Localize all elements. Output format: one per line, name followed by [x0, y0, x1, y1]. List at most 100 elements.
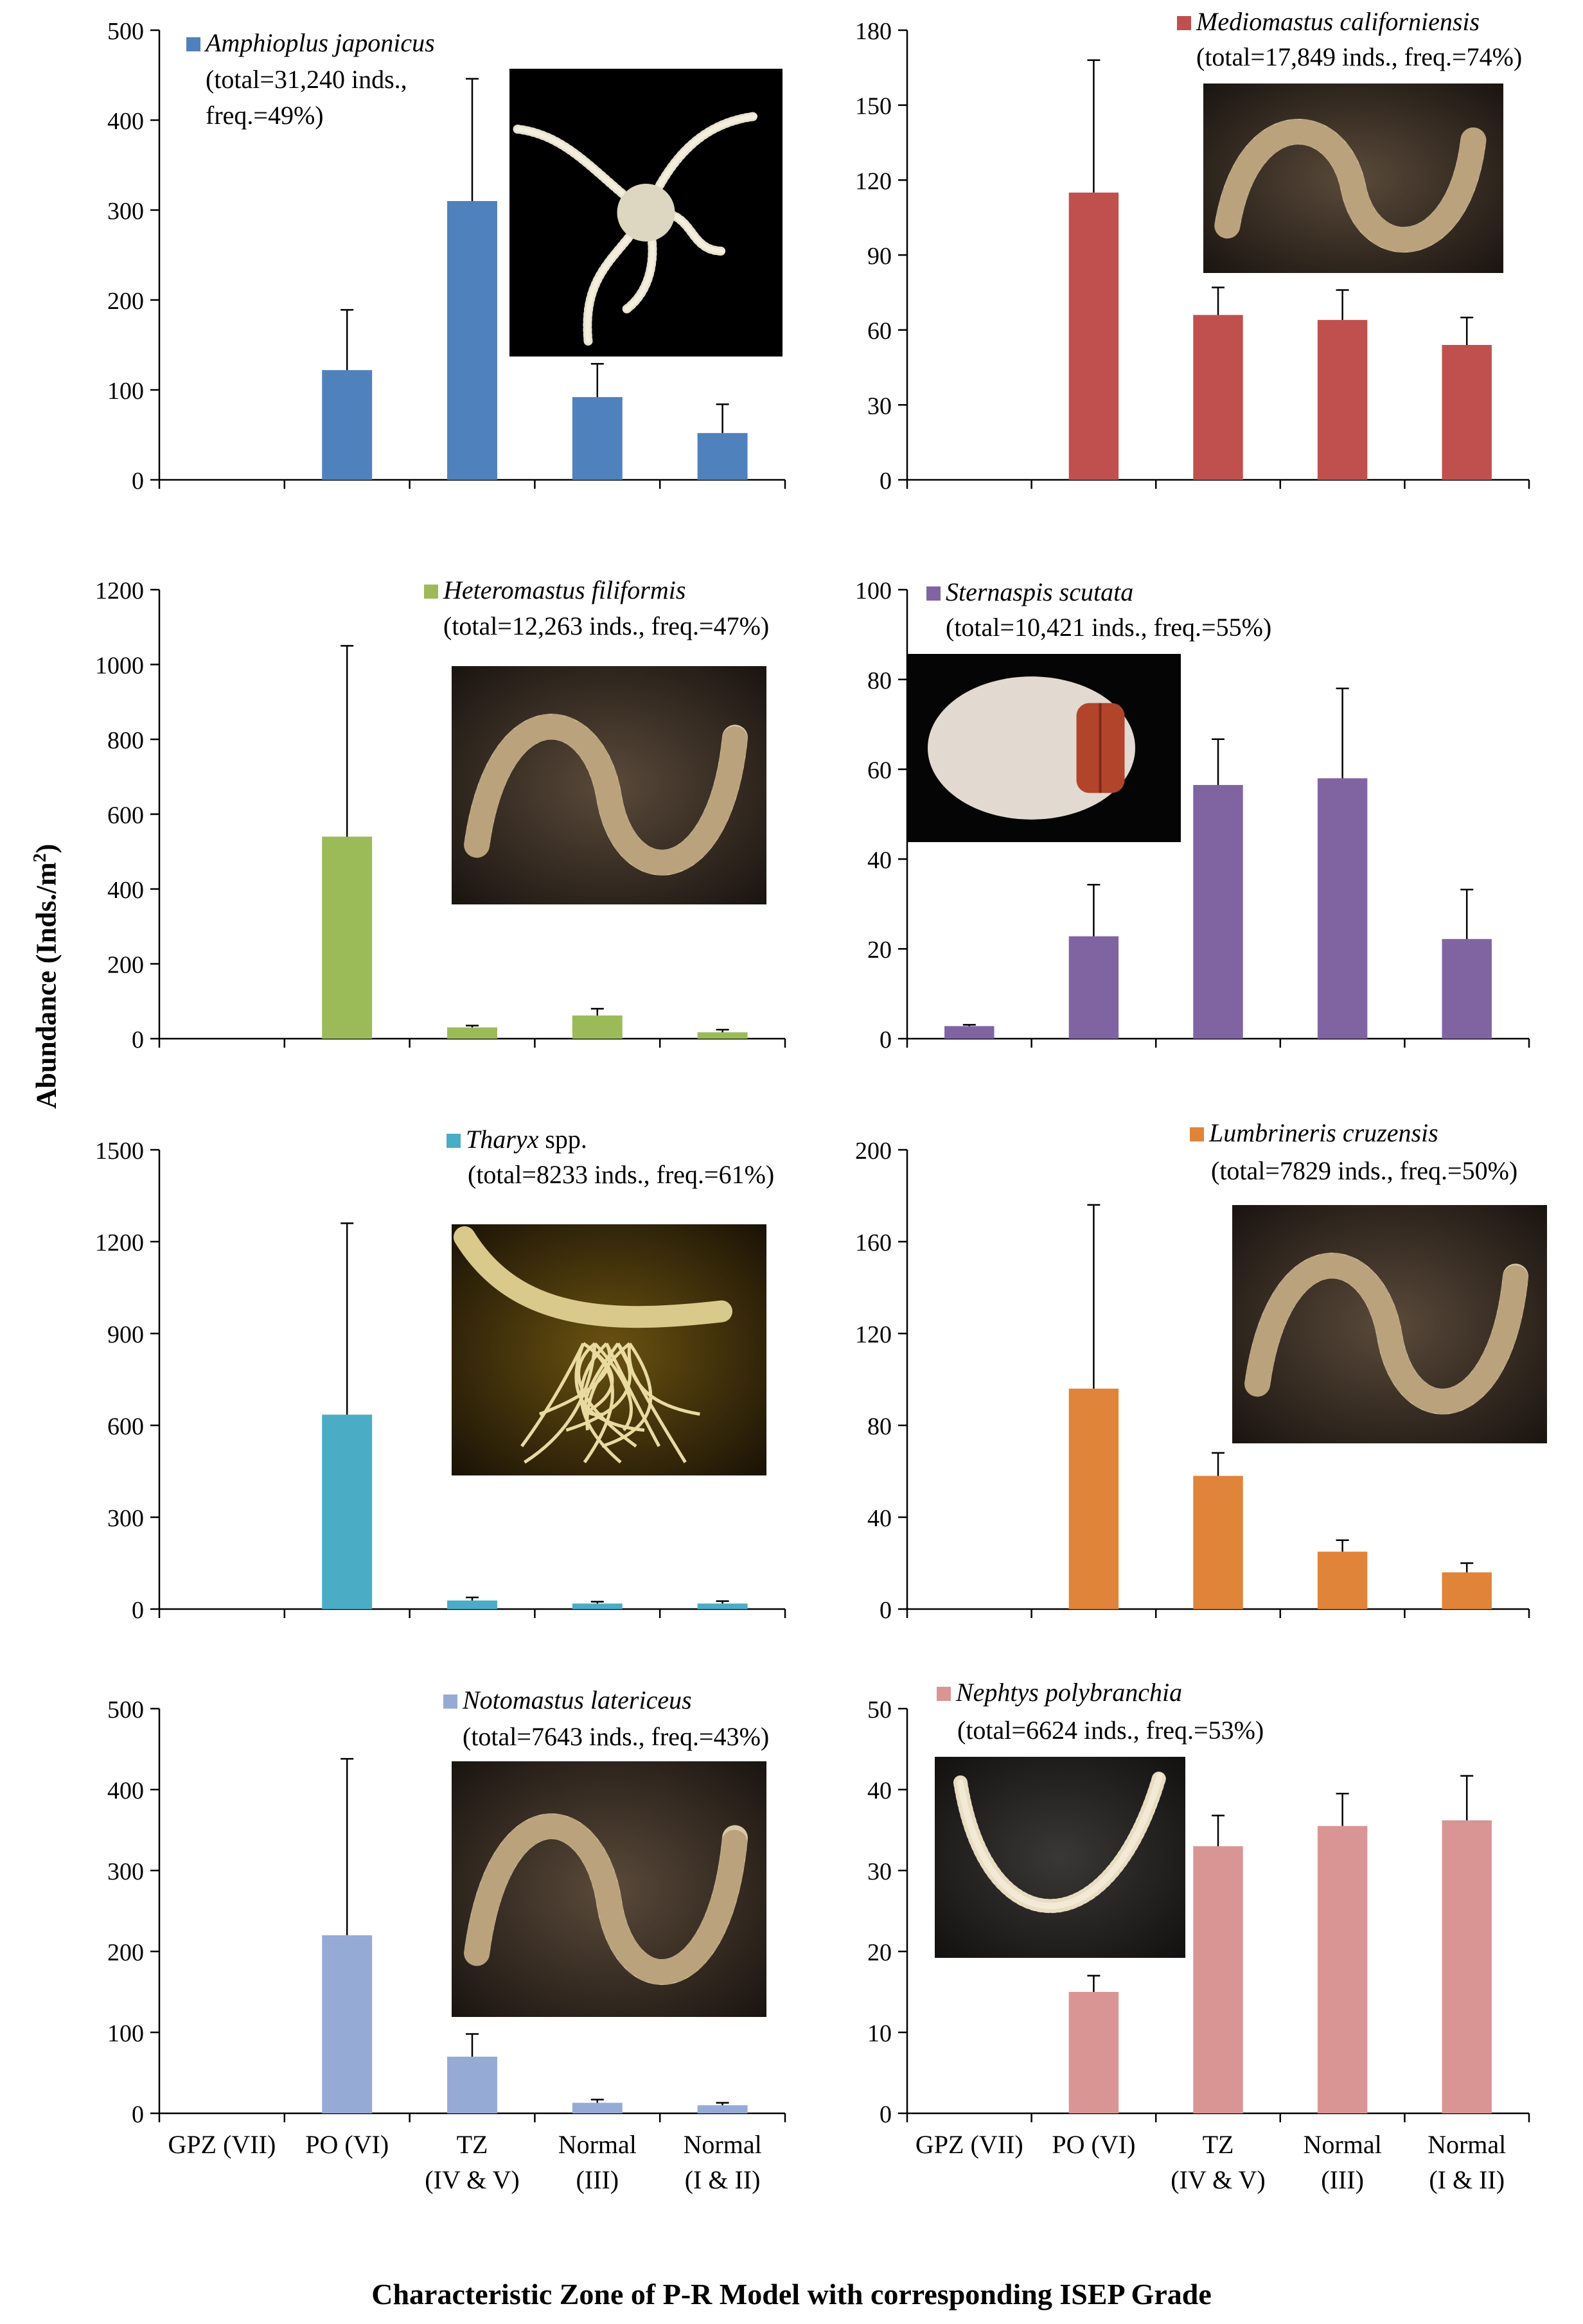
x-category-label: (III)	[576, 2165, 619, 2194]
y-tick-label: 100	[107, 2020, 144, 2047]
y-axis-title-close: )	[30, 843, 62, 854]
y-tick-label: 400	[107, 1777, 144, 1804]
y-tick-label: 40	[867, 1505, 892, 1532]
legend-info-line: (total=10,421 inds., freq.=55%)	[946, 613, 1271, 642]
bar	[322, 1935, 373, 2113]
legend-species-name: Lumbrineris cruzensis	[1208, 1118, 1438, 1147]
worm-photo	[1203, 84, 1503, 273]
bar	[572, 397, 623, 480]
legend-marker	[424, 585, 438, 599]
brittle-star-disc	[617, 184, 675, 242]
legend-species-name: Sternaspis scutata	[946, 577, 1133, 606]
x-category-label: PO (VI)	[1052, 2130, 1135, 2159]
bar	[1442, 1820, 1492, 2113]
tharyx-filament	[520, 1342, 585, 1447]
x-category-label: (I & II)	[1429, 2165, 1505, 2194]
worm-segments	[464, 1813, 748, 1985]
y-tick-label: 10	[867, 2020, 892, 2047]
bar	[1317, 778, 1368, 1039]
bar	[697, 2105, 748, 2113]
photo-background	[935, 1757, 1185, 1958]
legend-info-line: (total=7829 inds., freq.=50%)	[1211, 1156, 1517, 1185]
x-category-label: Normal	[1428, 2130, 1506, 2159]
bar	[1068, 936, 1119, 1039]
y-tick-label: 0	[132, 468, 144, 495]
bar	[1193, 315, 1243, 480]
bar	[1193, 785, 1243, 1039]
tharyx-filament	[582, 1342, 614, 1463]
legend-marker	[926, 586, 941, 601]
y-tick-label: 300	[107, 198, 144, 225]
y-axis-title-superscript: 2	[30, 853, 50, 863]
legend-marker	[1177, 16, 1191, 30]
chart-panel-4: 0 20 40 60 80 100 Sternaspis scutata (total=10,…	[855, 577, 1530, 1053]
tharyx-filament	[605, 1342, 661, 1447]
legend-info-line: (total=17,849 inds., freq.=74%)	[1196, 42, 1522, 71]
tharyx-filament	[601, 1342, 653, 1448]
legend-species-name: Nephtys polybranchia	[955, 1678, 1182, 1707]
bar	[1442, 345, 1492, 480]
y-tick-label: 1200	[95, 577, 144, 604]
y-tick-label: 400	[107, 877, 144, 904]
y-tick-label: 500	[107, 1696, 144, 1723]
worm-photo	[1232, 1205, 1547, 1443]
y-tick-label: 0	[880, 1026, 892, 1053]
y-tick-label: 500	[107, 18, 144, 45]
y-tick-label: 900	[107, 1321, 144, 1348]
bar	[1068, 1992, 1119, 2113]
nephtys-photo	[935, 1757, 1185, 1958]
bar	[1442, 938, 1492, 1039]
y-tick-label: 200	[107, 952, 144, 979]
bar	[1317, 320, 1368, 480]
chart-panel-1: 0 100 200 300 400 500 Amphioplus japonicus (tot…	[107, 18, 786, 495]
y-tick-label: 60	[867, 757, 892, 784]
chart-panel-7: 0 100 200 300 400 500 GPZ (VII) PO (VI) TZ (IV & …	[107, 1686, 786, 2194]
y-tick-label: 160	[855, 1229, 892, 1256]
x-category-label: GPZ (VII)	[168, 2130, 276, 2159]
y-axis-title: Abundance (Inds./m2)	[14, 655, 78, 1298]
bar	[322, 370, 373, 480]
chart-panel-6: 0 40 80 120 160 200 Lumbrineris cruzensis (tota…	[855, 1118, 1547, 1624]
tharyx-filament	[565, 1342, 632, 1432]
bar	[697, 1603, 748, 1609]
x-category-label: Normal	[558, 2130, 637, 2159]
bar	[1442, 1572, 1492, 1609]
legend-marker	[447, 1134, 461, 1148]
y-tick-label: 80	[867, 667, 892, 694]
legend-marker	[1190, 1127, 1204, 1141]
worm-segments	[1214, 119, 1487, 253]
bar	[1317, 1826, 1368, 2113]
bar	[447, 1600, 497, 1609]
brittle-star-photo	[509, 69, 783, 357]
y-tick-label: 120	[855, 168, 892, 195]
legend-info-line: (total=6624 inds., freq.=53%)	[957, 1716, 1264, 1745]
chart-panel-8: 0 10 20 30 40 50 GPZ (VII) PO (VI) TZ (IV & V) Nor…	[867, 1678, 1530, 2194]
y-tick-label: 180	[855, 18, 892, 45]
bar	[1193, 1846, 1243, 2113]
y-tick-label: 90	[867, 243, 892, 270]
y-tick-label: 200	[107, 1939, 144, 1966]
x-category-label: GPZ (VII)	[915, 2130, 1023, 2159]
legend-info-line: (total=12,263 inds., freq.=47%)	[443, 612, 769, 640]
y-tick-label: 40	[867, 847, 892, 874]
bar	[447, 2056, 497, 2113]
bar	[447, 201, 497, 480]
bar	[1193, 1475, 1243, 1609]
x-category-label: (IV & V)	[1171, 2165, 1265, 2194]
y-tick-label: 800	[107, 727, 144, 754]
y-tick-label: 200	[855, 1138, 892, 1165]
y-tick-label: 0	[132, 2101, 144, 2128]
bar	[447, 1027, 497, 1039]
y-tick-label: 1500	[95, 1138, 144, 1165]
bar	[322, 836, 373, 1039]
legend-marker	[937, 1687, 951, 1701]
legend-species-name: Mediomastus californiensis	[1196, 7, 1480, 36]
tharyx-body	[454, 1226, 732, 1328]
x-axis-title: Characteristic Zone of P-R Model with co…	[371, 2278, 1212, 2311]
tharyx-filament	[524, 1343, 597, 1464]
y-tick-label: 600	[107, 1413, 144, 1440]
x-category-label: (III)	[1321, 2165, 1364, 2194]
y-tick-label: 1000	[95, 653, 144, 680]
bar	[1317, 1551, 1368, 1609]
